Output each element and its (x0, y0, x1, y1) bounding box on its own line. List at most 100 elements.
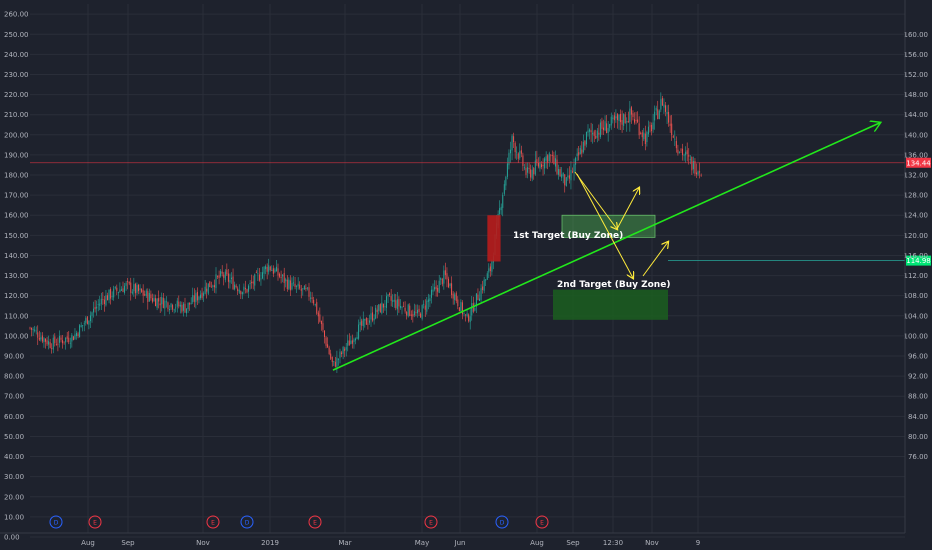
candle-body (438, 280, 440, 293)
y-axis-left-tick-label: 140.00 (4, 252, 29, 260)
candle-body (691, 156, 693, 171)
candle-body (60, 337, 62, 340)
candle-body (291, 282, 293, 290)
candle-body (155, 298, 157, 307)
event-marker-label: E (93, 520, 97, 527)
candle-body (537, 162, 539, 167)
candle-body (69, 342, 71, 344)
candle-body (258, 274, 260, 281)
candle-body (293, 282, 294, 284)
candle-body (265, 266, 267, 270)
candle-body (542, 165, 544, 167)
candle-body (54, 336, 56, 344)
y-axis-left-tick-label: 170.00 (4, 192, 29, 200)
candle-body (57, 343, 59, 345)
candle-body (699, 171, 701, 173)
candle-body (244, 288, 246, 290)
candle-body (272, 268, 274, 274)
candle-body (288, 279, 290, 289)
current-price-tag (906, 157, 931, 168)
candle-body (550, 155, 552, 157)
candle-body (196, 291, 198, 301)
candle-body (139, 288, 141, 291)
dividend-icon (240, 515, 254, 529)
candle-body (224, 271, 226, 280)
candle-body (609, 124, 611, 128)
candle-body (327, 344, 329, 348)
buy-zone-1st-label: 1st Target (Buy Zone) (513, 231, 623, 241)
candle-body (672, 136, 674, 138)
candle-body (696, 172, 697, 175)
candle-body (595, 135, 597, 139)
candle-body (483, 279, 485, 291)
candle-body (103, 299, 105, 304)
candle-body (74, 334, 76, 339)
candle-body (289, 280, 291, 291)
candle-body (451, 283, 453, 295)
candle-body (432, 289, 434, 292)
candle-body (534, 160, 536, 175)
candle-body (237, 288, 239, 292)
candle-body (249, 282, 251, 285)
candle-body (637, 119, 639, 123)
candle-body (268, 265, 270, 272)
candle-body (686, 150, 688, 154)
candle-body (344, 348, 346, 351)
candle-body (63, 341, 65, 343)
candle-body (48, 341, 50, 345)
candle-body (223, 274, 225, 278)
y-axis-left-tick-label: 200.00 (4, 131, 29, 139)
candle-body (658, 110, 660, 120)
y-axis-right-tick-label: 92.00 (908, 373, 928, 381)
y-axis-left-tick-label: 90.00 (4, 353, 24, 361)
candle-body (127, 281, 129, 282)
candle-body (285, 279, 287, 282)
candle-body (674, 138, 676, 140)
candle-body (162, 297, 164, 308)
y-axis-right-tick-label: 160.00 (904, 31, 929, 39)
candle-body (572, 171, 573, 173)
y-axis-right-tick-label: 112.00 (904, 272, 929, 280)
candle-body (51, 348, 53, 350)
candle-body (170, 303, 172, 308)
event-marker-label: D (54, 520, 59, 527)
candle-body (404, 307, 406, 312)
candle-body (634, 119, 635, 123)
scenario-arrow (576, 173, 633, 278)
candle-body (226, 269, 228, 275)
candle-body (585, 131, 587, 145)
y-axis-right-tick-label: 84.00 (908, 413, 928, 421)
candle-body (91, 312, 93, 316)
candle-body (119, 289, 121, 292)
candle-body (469, 316, 471, 323)
candle-body (251, 281, 253, 283)
candle-body (334, 361, 336, 367)
candle-body (77, 333, 79, 337)
candle-body (688, 154, 690, 157)
x-axis-tick-label: Aug (81, 539, 95, 547)
candle-body (601, 121, 603, 129)
event-marker-label: E (211, 520, 215, 527)
candle-body (325, 337, 327, 346)
candle-body (217, 276, 219, 278)
y-axis-right-tick-label: 80.00 (908, 433, 928, 441)
candle-body (561, 174, 563, 178)
candle-body (448, 278, 449, 288)
candle-body (210, 286, 212, 288)
candle-body (94, 306, 96, 310)
candle-body (35, 330, 37, 332)
candle-body (195, 293, 197, 303)
y-axis-left-tick-label: 230.00 (4, 71, 29, 79)
candle-body (485, 279, 487, 281)
candle-body (178, 301, 180, 307)
candle-body (297, 283, 299, 287)
earnings-icon (308, 515, 322, 529)
candle-body (551, 155, 553, 156)
y-axis-left-tick-label: 50.00 (4, 433, 24, 441)
y-axis-right-tick-label: 120.00 (904, 232, 929, 240)
candle-body (596, 130, 598, 138)
candle-body (624, 114, 626, 124)
